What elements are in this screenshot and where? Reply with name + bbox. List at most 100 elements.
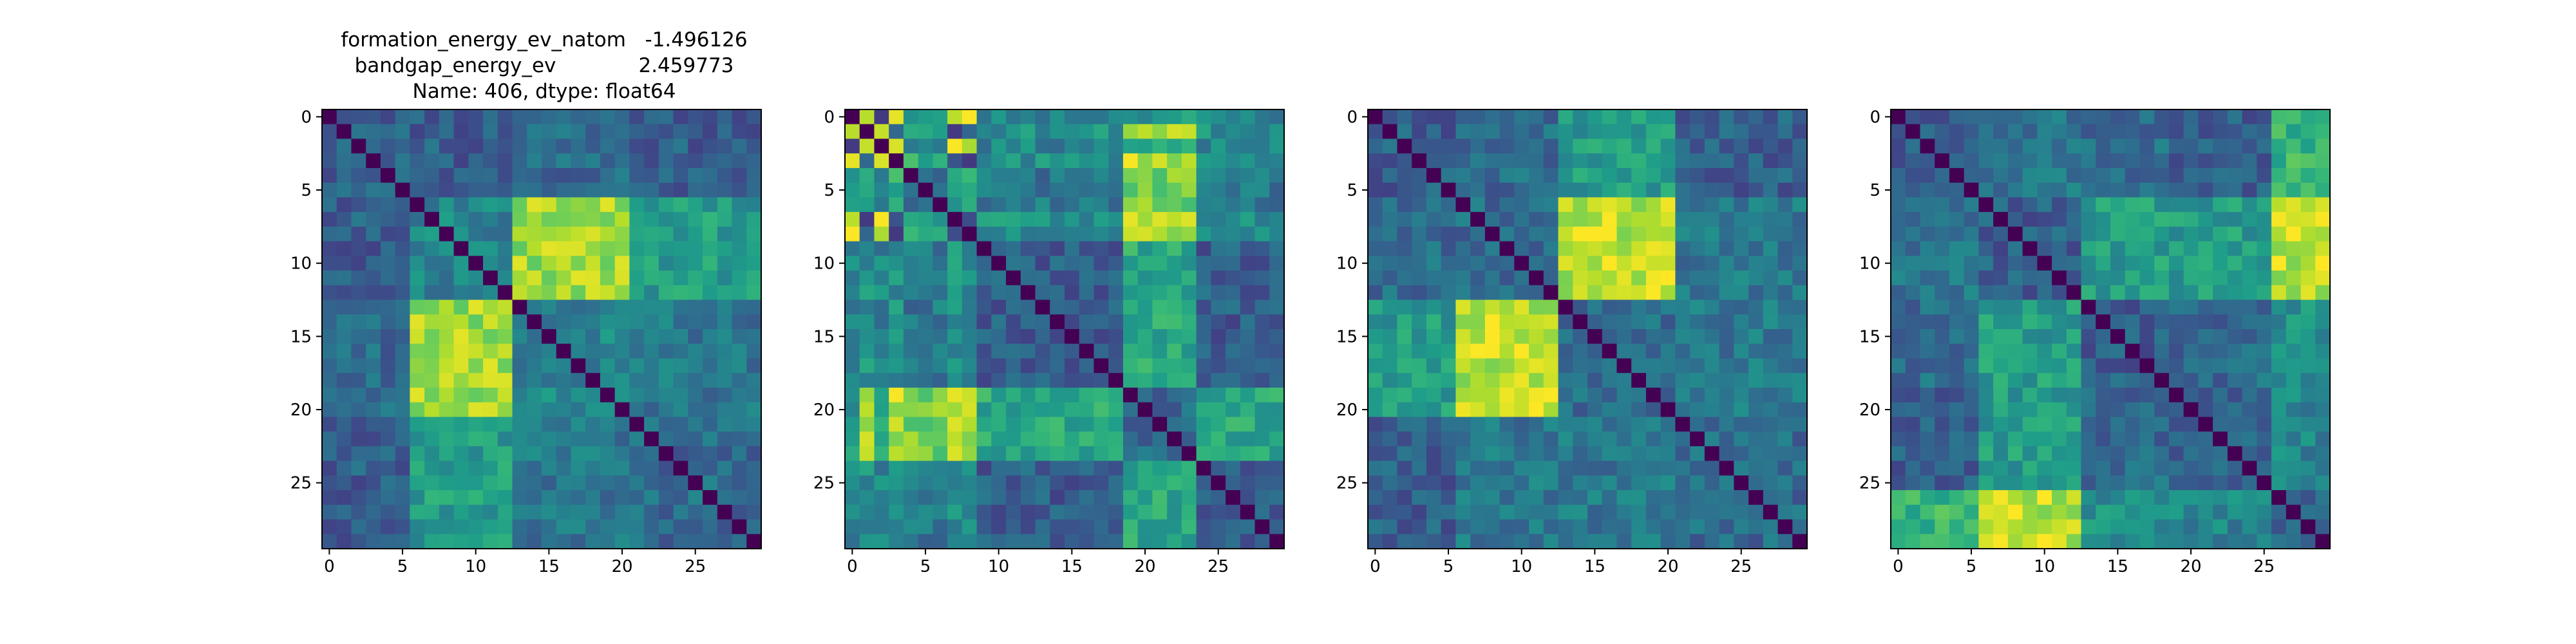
heatmap-cell — [644, 460, 659, 476]
heatmap-cell — [468, 329, 484, 345]
heatmap-cell — [2110, 417, 2126, 432]
heatmap-cell — [556, 402, 572, 417]
heatmap-cell — [2037, 270, 2052, 286]
heatmap-cell — [1211, 285, 1226, 301]
heatmap-cell — [629, 226, 645, 242]
heatmap-cell — [2168, 402, 2184, 417]
heatmap-cell — [2154, 402, 2170, 417]
heatmap-cell — [1719, 138, 1734, 154]
heatmap-cell — [542, 343, 557, 359]
heatmap-cell — [512, 167, 527, 184]
heatmap-cell — [717, 475, 733, 491]
heatmap-cell — [1734, 197, 1749, 213]
heatmap-cell — [2154, 270, 2170, 286]
heatmap-cell — [322, 373, 337, 388]
heatmap-cell — [2315, 373, 2331, 388]
heatmap-cell — [845, 256, 860, 271]
heatmap-cell — [1211, 109, 1226, 125]
heatmap-cell — [1455, 241, 1471, 256]
heatmap-cell — [556, 358, 572, 374]
heatmap-cell — [2081, 490, 2096, 506]
heatmap-cell — [688, 124, 703, 140]
heatmap-cell — [1255, 446, 1270, 462]
heatmap-cell — [1382, 373, 1398, 388]
heatmap-cell — [961, 124, 978, 140]
heatmap-cell — [1978, 299, 1994, 315]
heatmap-cell — [1167, 446, 1182, 462]
heatmap-cell — [614, 241, 630, 256]
heatmap-cell — [1920, 417, 1935, 432]
heatmap-cell — [1616, 153, 1632, 169]
heatmap-cell — [1441, 256, 1456, 271]
heatmap-cell — [1719, 417, 1734, 432]
heatmap-cell — [918, 109, 933, 125]
heatmap-cell — [2125, 285, 2141, 301]
heatmap-cell — [1514, 241, 1530, 256]
heatmap-cell — [1020, 256, 1036, 271]
heatmap-cell — [859, 343, 875, 359]
heatmap-cell — [1211, 256, 1226, 271]
heatmap-cell — [439, 153, 455, 169]
heatmap-cell — [2213, 256, 2228, 271]
heatmap-cell — [1645, 226, 1662, 242]
heatmap-cell — [2007, 431, 2023, 447]
heatmap-cell — [2007, 475, 2023, 491]
heatmap-cell — [1226, 431, 1241, 447]
heatmap-cell — [2154, 534, 2170, 549]
heatmap-cell — [1964, 373, 1979, 388]
heatmap-cell — [1905, 138, 1921, 154]
heatmap-cell — [1660, 460, 1676, 476]
heatmap-cell — [961, 402, 978, 417]
heatmap-cell — [1211, 446, 1226, 462]
heatmap-cell — [1964, 197, 1979, 213]
heatmap-cell — [1079, 343, 1095, 359]
heatmap-cell — [424, 460, 440, 476]
heatmap-cell — [1269, 446, 1285, 462]
heatmap-cell — [2257, 314, 2272, 330]
heatmap-cell — [380, 402, 396, 417]
heatmap-cell — [1181, 329, 1197, 345]
heatmap-cell — [673, 431, 688, 447]
heatmap-cell — [1631, 212, 1647, 227]
heatmap-cell — [1543, 329, 1559, 345]
heatmap-cell — [1543, 373, 1559, 388]
heatmap-cell — [889, 153, 904, 169]
heatmap-cell — [1514, 167, 1530, 184]
heatmap-cell — [2154, 241, 2170, 256]
heatmap-cell — [1978, 138, 1994, 154]
heatmap-cell — [918, 285, 933, 301]
heatmap-cell — [2300, 475, 2316, 491]
heatmap-cell — [1397, 153, 1412, 169]
heatmap-cell — [1949, 460, 1965, 476]
heatmap-cell — [1211, 182, 1226, 198]
heatmap-cell — [1602, 226, 1618, 242]
heatmap-cell — [732, 226, 747, 242]
heatmap-cell — [600, 109, 616, 125]
heatmap-cell — [1734, 373, 1749, 388]
heatmap-cell — [395, 402, 410, 417]
heatmap-cell — [1020, 534, 1036, 549]
heatmap-cell — [1470, 226, 1486, 242]
heatmap-cell — [1935, 329, 1950, 345]
heatmap-cell — [1035, 124, 1050, 140]
heatmap-cell — [2052, 387, 2067, 403]
heatmap-cell — [1079, 153, 1095, 169]
heatmap-cell — [1470, 490, 1486, 506]
heatmap-cell — [2257, 417, 2272, 432]
heatmap-cell — [1240, 534, 1256, 549]
heatmap-cell — [1470, 241, 1486, 256]
heatmap-cell — [2227, 417, 2243, 432]
heatmap-cell — [1905, 402, 1921, 417]
heatmap-cell — [961, 446, 978, 462]
heatmap-cell — [1065, 299, 1080, 315]
heatmap-cell — [1529, 153, 1544, 169]
heatmap-cell — [2096, 138, 2111, 154]
axes-frame — [1890, 109, 2331, 549]
heatmap-cell — [2022, 490, 2038, 506]
heatmap-cell — [497, 109, 513, 125]
heatmap-cell — [732, 314, 747, 330]
heatmap-cell — [976, 109, 992, 125]
heatmap-cell — [2271, 534, 2287, 549]
heatmap-cell — [732, 373, 747, 388]
heatmap-cell — [1211, 226, 1226, 242]
